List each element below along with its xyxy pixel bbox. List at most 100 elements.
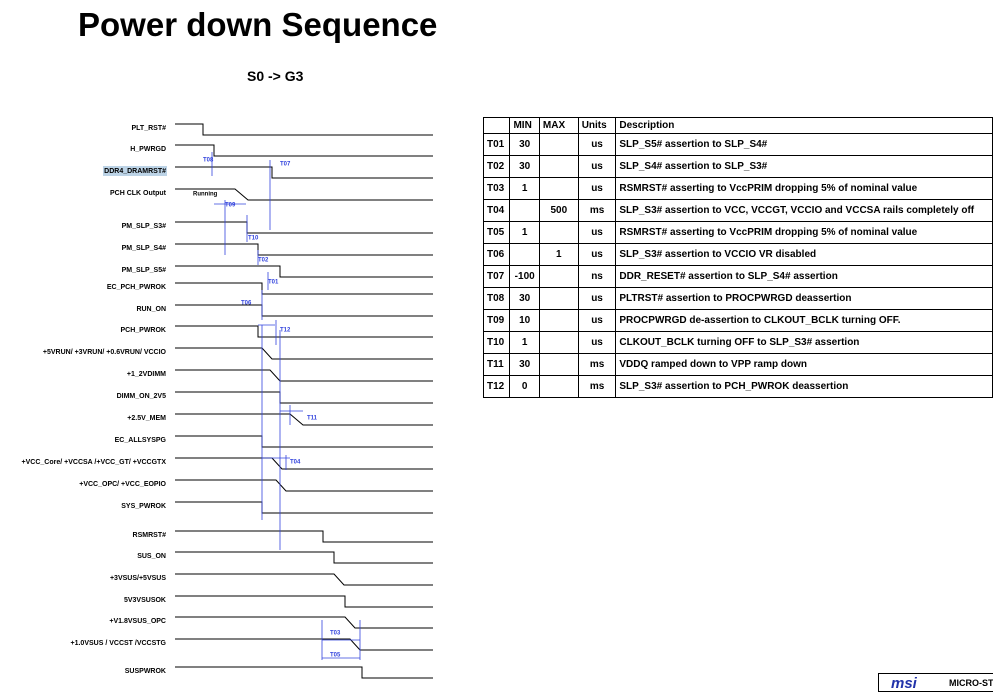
signal-label: +3VSUS/+5VSUS (110, 575, 166, 582)
table-row: T01 30 us SLP_S5# assertion to SLP_S4# (482, 133, 993, 156)
signal-label: RSMRST# (133, 532, 167, 539)
table-cell: us (577, 177, 617, 200)
timing-label: T09 (225, 203, 236, 209)
signal-label: RUN_ON (136, 306, 166, 313)
waveform (175, 188, 433, 201)
table-row: T12 0 ms SLP_S3# assertion to PCH_PWROK dea… (482, 375, 993, 398)
waveform (175, 638, 433, 651)
signal-label: PLT_RST# (132, 125, 167, 132)
timing-table: MIN MAX Units Description T01 30 us SLP_S5# as… (482, 117, 993, 398)
table-row: T07 -100 ns DDR_RESET# assertion to SLP_S4#… (482, 265, 993, 288)
table-cell: T09 (482, 309, 511, 332)
table-cell (538, 309, 579, 332)
header-cell: MAX (538, 117, 579, 134)
waveform (175, 144, 433, 157)
table-cell: SLP_S4# assertion to SLP_S3# (615, 155, 993, 178)
signal-label: PM_SLP_S5# (122, 267, 166, 274)
signal-label: +5VRUN/ +3VRUN/ +0.6VRUN/ VCCIO (43, 349, 167, 356)
table-cell: T12 (482, 375, 511, 398)
logo: msi (891, 675, 917, 692)
waveform (175, 616, 433, 629)
table-cell: SLP_S3# assertion to VCCIO VR disabled (615, 243, 993, 266)
signal-label: +VCC_OPC/ +VCC_EOPIO (79, 481, 166, 488)
timing-label: T06 (241, 301, 252, 307)
table-cell: us (577, 133, 617, 156)
header-cell: Description (615, 117, 993, 134)
table-cell: 0 (509, 375, 540, 398)
highlight (103, 166, 167, 176)
timing-label: T07 (280, 162, 291, 168)
waveform (175, 595, 433, 608)
table-cell: RSMRST# asserting to VccPRIM dropping 5%… (615, 221, 993, 244)
table-cell: us (577, 309, 617, 332)
waveform (175, 457, 433, 470)
brand: MICRO-ST (949, 678, 993, 688)
table-cell (509, 243, 540, 266)
table-row: T05 1 us RSMRST# asserting to VccPRIM dropp… (482, 221, 993, 244)
table-cell: 1 (509, 331, 540, 354)
timing-label: T03 (330, 631, 341, 637)
table-cell: 10 (509, 309, 540, 332)
signal-label: PM_SLP_S3# (122, 223, 166, 230)
signal-label: SYS_PWROK (121, 503, 166, 510)
table-cell: T04 (482, 199, 511, 222)
table-row: T11 30 ms VDDQ ramped down to VPP ramp down (482, 353, 993, 376)
header-cell (482, 117, 511, 134)
signal-label: +V1.8VSUS_OPC (109, 618, 166, 625)
table-cell: T05 (482, 221, 511, 244)
table-cell: T03 (482, 177, 511, 200)
table-row: T03 1 us RSMRST# asserting to VccPRIM dropp… (482, 177, 993, 200)
signal-label: SUSPWROK (125, 668, 166, 675)
table-cell: 30 (509, 155, 540, 178)
table-row: T09 10 us PROCPWRGD de-assertion to CLKOUT_… (482, 309, 993, 332)
waveform (175, 347, 433, 360)
timing-label: T01 (268, 280, 279, 286)
table-cell: us (577, 287, 617, 310)
waveform (175, 435, 433, 448)
waveform (175, 551, 433, 564)
title: Power down Sequence (78, 6, 438, 43)
table-cell: us (577, 155, 617, 178)
timing-label: T04 (290, 460, 301, 466)
waveform (175, 325, 433, 338)
table-row: T06 1 us SLP_S3# assertion to VCCIO VR disa… (482, 243, 993, 266)
waveform (175, 166, 433, 179)
table-cell: T10 (482, 331, 511, 354)
table-cell (538, 221, 579, 244)
table-cell (538, 375, 579, 398)
table-cell: ns (577, 265, 617, 288)
waveform (175, 282, 433, 295)
waveform (175, 304, 433, 317)
signal-label: DIMM_ON_2V5 (117, 393, 167, 400)
table-cell: PLTRST# assertion to PROCPWRGD deasserti… (615, 287, 993, 310)
signal-label: PCH CLK Output (110, 190, 167, 197)
timing-label: T12 (280, 328, 291, 334)
table-cell: SLP_S5# assertion to SLP_S4# (615, 133, 993, 156)
waveform (175, 479, 433, 492)
signal-label: +VCC_Core/ +VCCSA /+VCC_GT/ +VCCGTX (22, 459, 167, 466)
waveform (175, 265, 433, 278)
table-cell: SLP_S3# assertion to VCC, VCCGT, VCCIO a… (615, 199, 993, 222)
table-cell (538, 133, 579, 156)
table-cell: us (577, 331, 617, 354)
table-cell: ms (577, 375, 617, 398)
waveform (175, 530, 433, 543)
signal-label: EC_PCH_PWROK (107, 284, 166, 291)
table-cell: T02 (482, 155, 511, 178)
signal-label: +2.5V_MEM (127, 415, 166, 422)
table-cell: 1 (509, 221, 540, 244)
signal-label: SUS_ON (137, 553, 166, 560)
table-cell: SLP_S3# assertion to PCH_PWROK deasserti… (615, 375, 993, 398)
signal-label: EC_ALLSYSPG (115, 437, 167, 444)
timing-label: T05 (330, 653, 341, 659)
table-row: T10 1 us CLKOUT_BCLK turning OFF to SLP_S3#… (482, 331, 993, 354)
waveform (175, 391, 433, 404)
table-cell: PROCPWRGD de-assertion to CLKOUT_BCLK tu… (615, 309, 993, 332)
table-cell: ms (577, 353, 617, 376)
signal-label: PM_SLP_S4# (122, 245, 166, 252)
waveform (175, 123, 433, 136)
table-cell: VDDQ ramped down to VPP ramp down (615, 353, 993, 376)
signal-label: +1_2VDIMM (127, 371, 166, 378)
table-cell: us (577, 221, 617, 244)
